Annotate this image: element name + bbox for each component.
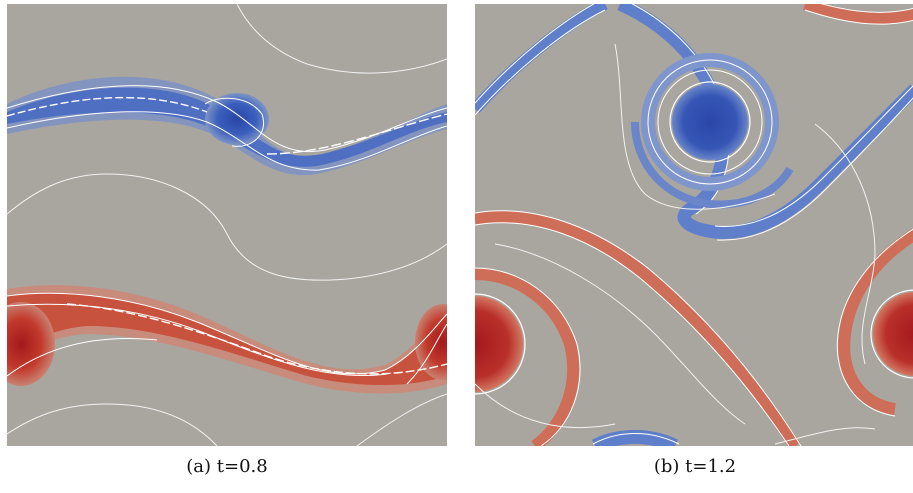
panel-a-negative-vortex-layer [7, 76, 447, 176]
panel-b-vorticity-field [475, 4, 913, 446]
panel-a-negative-vortex-core [205, 93, 269, 145]
panel-b-caption: (b) t=1.2 [653, 456, 737, 477]
panel-b-positive-vortex-core-right [873, 292, 913, 376]
panel-a-positive-vortex-layer [7, 285, 447, 394]
panel-a-caption: (a) t=0.8 [186, 456, 268, 477]
panel-b-negative-vortex [475, 4, 913, 446]
panel-a-vorticity-field [7, 4, 447, 446]
panel-b-negative-vortex-core [672, 84, 748, 160]
panel-b-positive-vortex-core-left [475, 296, 523, 392]
panel-b-plot [475, 4, 913, 446]
panel-a-contour-lines [7, 4, 447, 446]
panel-b-contour-lines [475, 43, 876, 445]
panel-a-plot [7, 4, 447, 446]
panel-a-positive-vortex-core-left [7, 302, 55, 386]
panel-b-positive-vortex [475, 4, 913, 446]
